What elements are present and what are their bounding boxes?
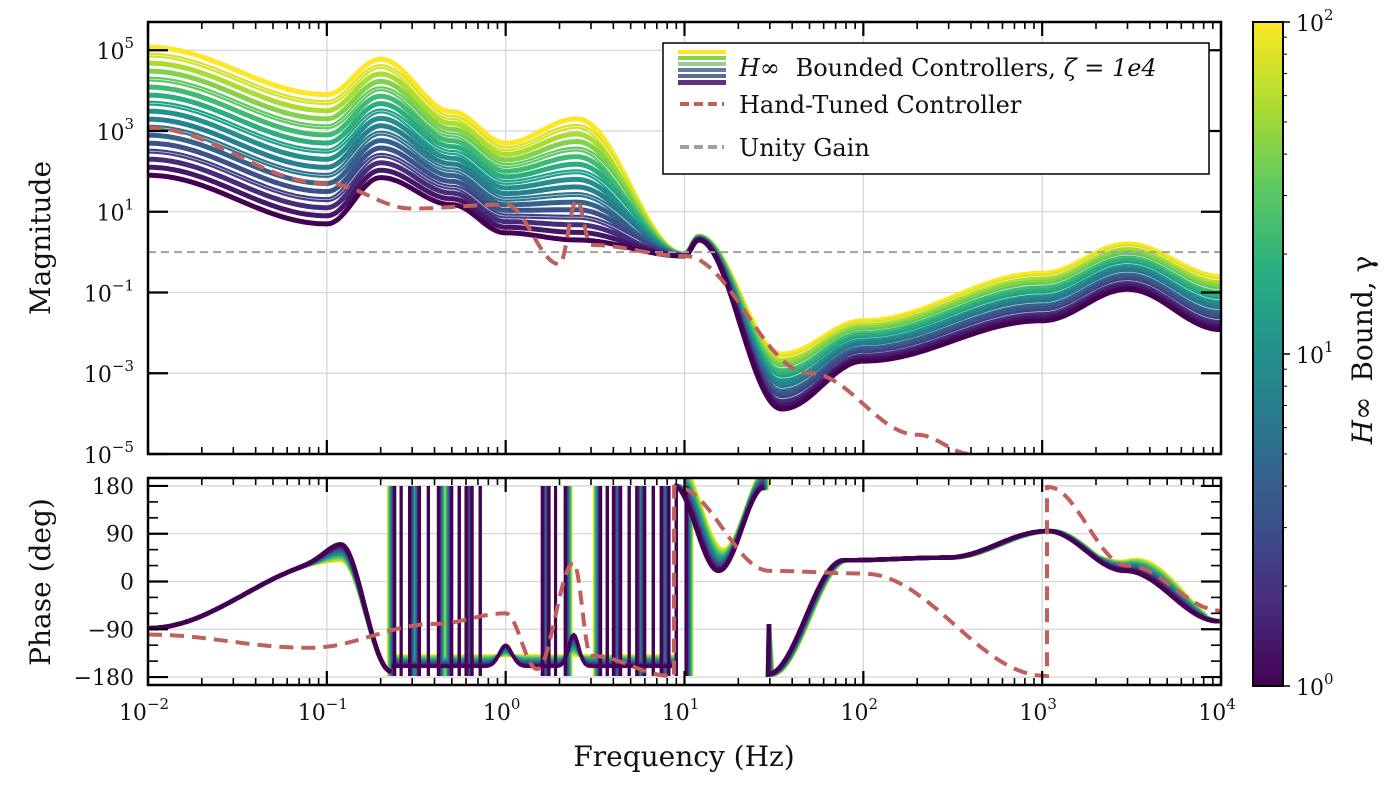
y-tick-label: 10−3	[84, 357, 134, 388]
legend-hinf-label: Bounded Controllers,	[796, 54, 1064, 82]
phase-axes: −180 −90 0 90 180 10−2 10−1 100 101 102 103 104 Ph…	[24, 475, 1236, 773]
y-tick-label: 0	[120, 571, 134, 596]
frequency-x-tick-labels: 10−2 10−1 100 101 102 103 104	[119, 695, 1236, 726]
magnitude-y-tick-labels: 10−5 10−3 10−1 101 103 105	[84, 34, 134, 469]
colorbar-ticks: 100 101 102	[1283, 6, 1334, 701]
hinf-phase-curve	[673, 483, 1219, 677]
legend-entry-hinf: H∞ Bounded Controllers, ζ = 1e4	[678, 50, 1157, 85]
hinf-phase-curve	[674, 480, 1220, 677]
y-tick-label: 90	[106, 523, 134, 548]
legend-swatch-viridis-band	[678, 50, 726, 85]
colorbar-tick-label: 100	[1296, 670, 1334, 701]
hinf-phase-curve	[674, 479, 1220, 677]
legend-unity-label: Unity Gain	[739, 134, 870, 162]
magnitude-ticks	[146, 22, 1223, 456]
phase-grid	[147, 478, 1222, 685]
legend-entry-unity: Unity Gain	[680, 134, 870, 162]
magnitude-ylabel: Magnitude	[24, 161, 57, 315]
x-tick-label: 10−2	[119, 695, 169, 726]
legend-entry-hand-tuned: Hand-Tuned Controller	[680, 91, 1022, 119]
magnitude-axes: 10−5 10−3 10−1 101 103 105 Magnitude H∞ Bound…	[24, 20, 1223, 469]
legend: H∞ Bounded Controllers, ζ = 1e4 Hand-Tun…	[662, 42, 1210, 175]
x-tick-label: 101	[662, 695, 700, 726]
x-tick-label: 104	[1198, 695, 1236, 726]
x-tick-label: 103	[1019, 695, 1057, 726]
hand-tuned-magnitude-curve	[148, 125, 971, 454]
hinf-phase-curve	[148, 542, 392, 674]
y-tick-label: 10−1	[84, 276, 134, 307]
hinf-phase-curve	[675, 478, 1221, 678]
svg-text:H∞ Bounded Controlle: H∞ Bounded Controllers, ζ = 1e4	[738, 54, 1157, 82]
legend-hand-tuned-label: Hand-Tuned Controller	[739, 91, 1022, 119]
y-tick-label: −180	[74, 666, 134, 691]
y-tick-label: −90	[88, 618, 134, 643]
phase-ticks	[146, 478, 1223, 685]
colorbar-label-math: H∞	[1346, 397, 1379, 446]
legend-hinf-math: H∞	[738, 54, 780, 82]
x-tick-label: 102	[841, 695, 879, 726]
x-tick-label: 100	[483, 695, 521, 726]
hinf-phase-curve	[675, 478, 1221, 677]
y-tick-label: 101	[96, 196, 134, 227]
phase-ylabel: Phase (deg)	[24, 498, 57, 666]
hinf-phase-curve	[675, 478, 1221, 677]
y-tick-label: 105	[96, 34, 134, 65]
colorbar-label-text: Bound, γ	[1346, 256, 1379, 382]
colorbar-tick-label: 101	[1296, 338, 1334, 369]
legend-hinf-zeta: ζ = 1e4	[1064, 54, 1157, 82]
frequency-xlabel: Frequency (Hz)	[573, 740, 794, 773]
phase-y-tick-labels: −180 −90 0 90 180	[74, 475, 134, 691]
colorbar-tick-label: 102	[1296, 6, 1334, 37]
svg-text:H∞ Bound, γ: H∞ Bound, γ	[1346, 256, 1379, 446]
hinf-phase-curve	[674, 482, 1220, 677]
magnitude-curves	[148, 44, 1221, 454]
hand-tuned-phase-curve	[148, 485, 1221, 678]
y-tick-label: 10−5	[84, 438, 134, 469]
colorbar: 100 101 102 H∞ Bound, γ	[1252, 6, 1379, 701]
hinf-phase-curve	[673, 483, 1219, 678]
phase-curves	[148, 478, 1221, 678]
y-tick-label: 103	[96, 115, 134, 146]
y-tick-label: 180	[92, 475, 134, 500]
x-tick-label: 10−1	[298, 695, 348, 726]
legend-frame	[662, 42, 1210, 175]
colorbar-gradient	[1252, 21, 1284, 687]
